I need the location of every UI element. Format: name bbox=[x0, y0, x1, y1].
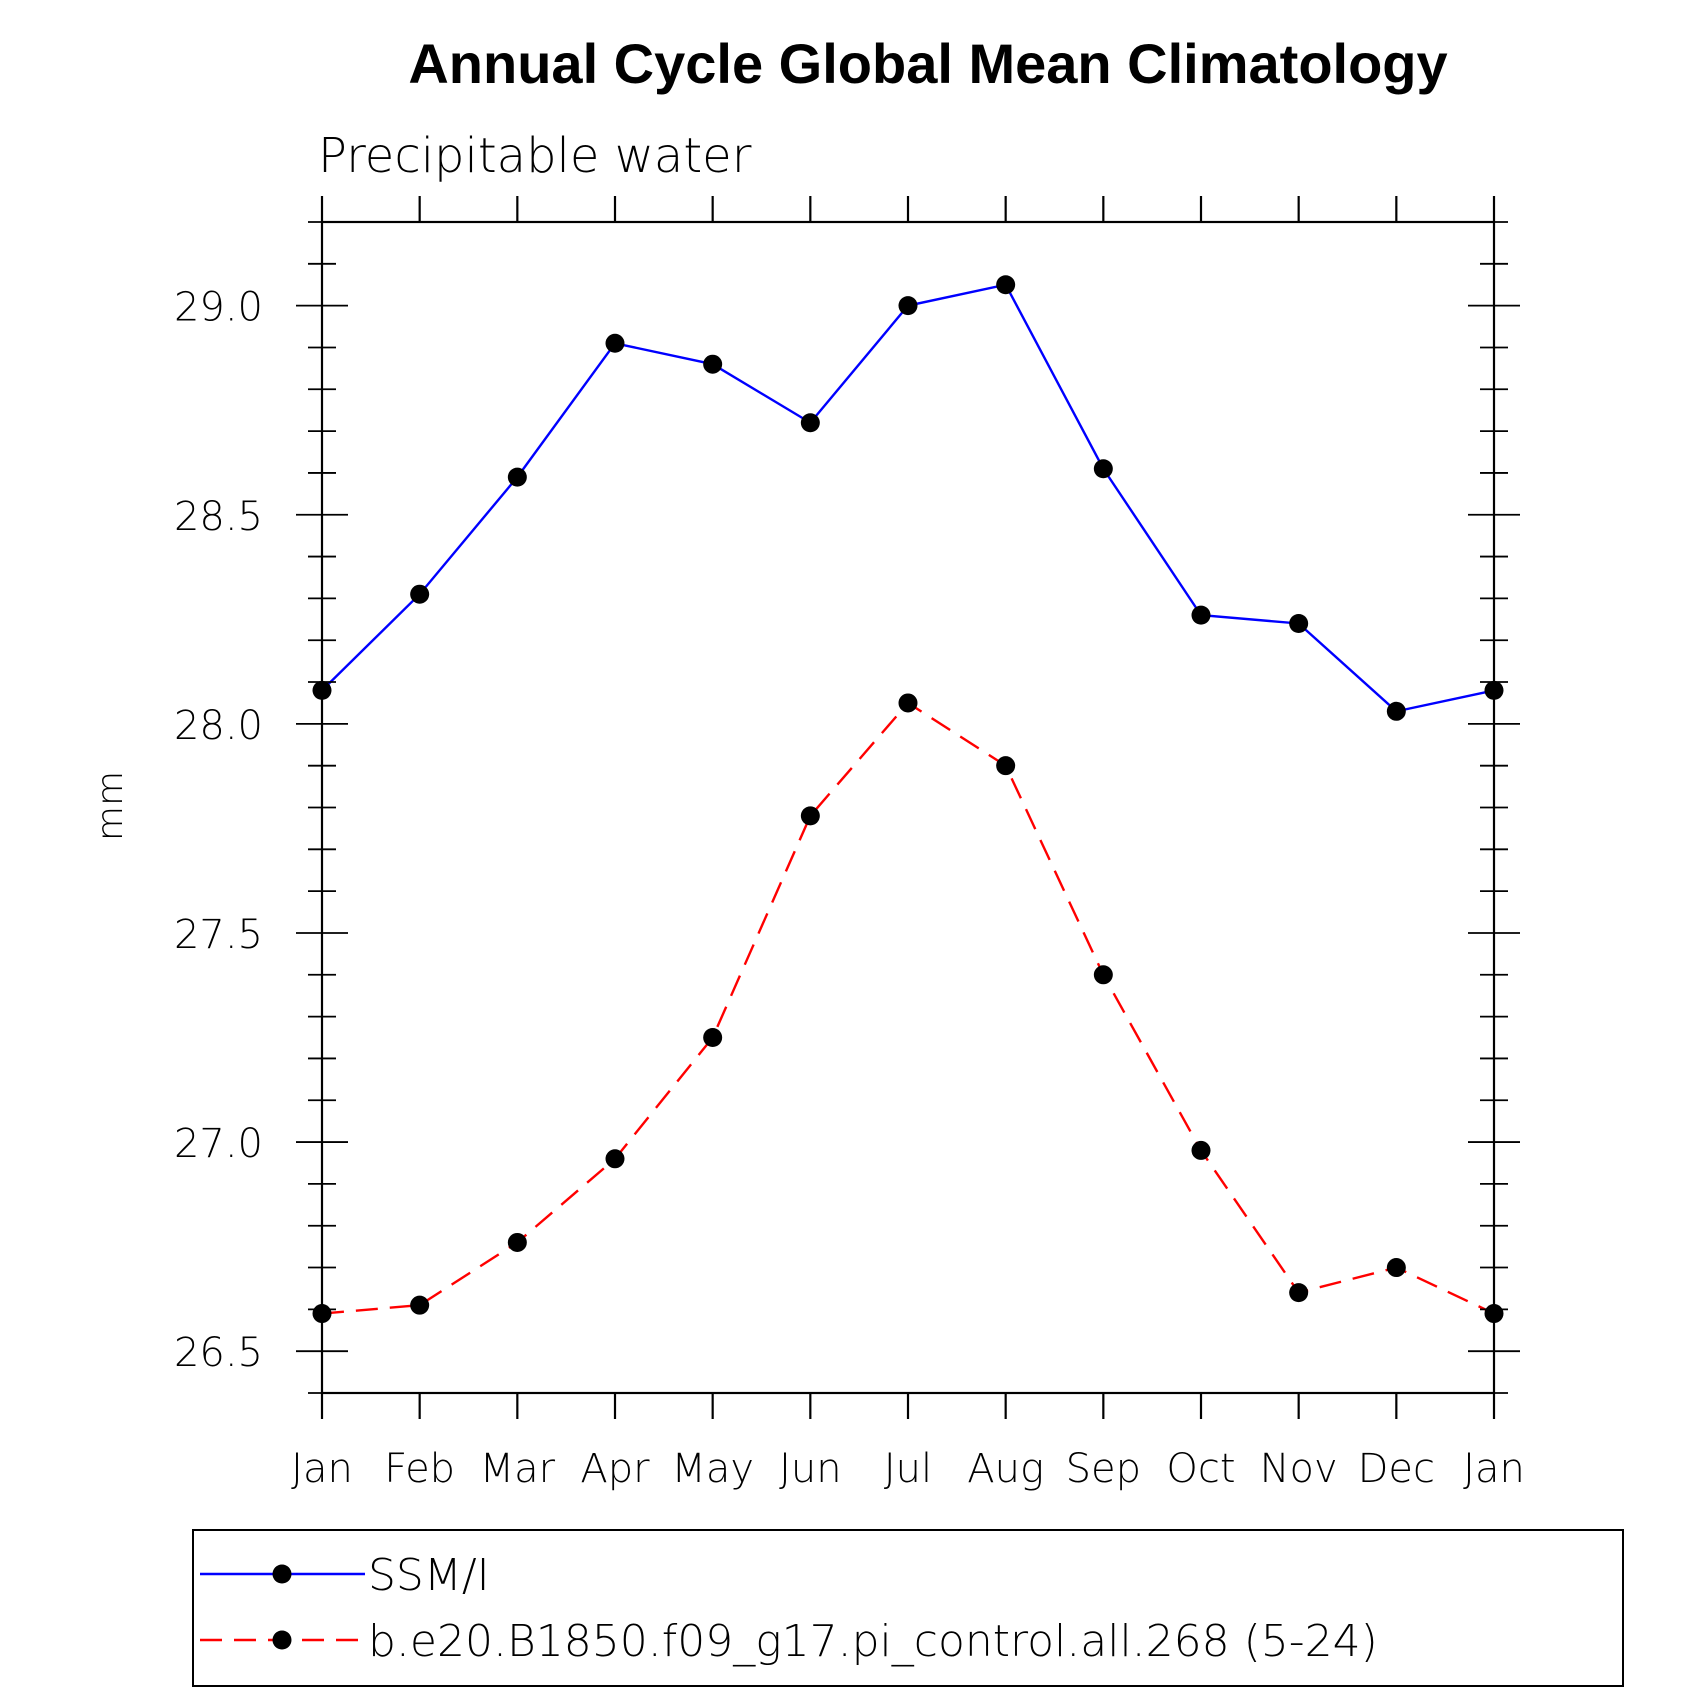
series-1-line bbox=[321, 283, 1495, 713]
x-tick-labels: Jan Feb Mar Apr May Jun Jul Aug Sep Oct Nov Dec Jan bbox=[291, 1446, 1525, 1492]
y-tick-labels: 26.5 27.0 27.5 28.0 28.5 29.0 bbox=[174, 285, 263, 1377]
series-1-point bbox=[1289, 613, 1309, 633]
legend-label-2: b.e20.B1850.f09_g17.pi_control.all.268 (… bbox=[368, 1616, 1378, 1667]
legend: SSM/I b.e20.B1850.f09_g17.pi_control.all.… bbox=[192, 1529, 1624, 1687]
series-1-point bbox=[898, 296, 918, 316]
series-1-point bbox=[1386, 701, 1406, 721]
y-tick-label: 28.5 bbox=[174, 494, 263, 540]
plot-frame bbox=[320, 220, 1496, 1395]
legend-marker-1 bbox=[272, 1564, 292, 1584]
series-2-point bbox=[1093, 965, 1113, 985]
series-2-point bbox=[410, 1295, 430, 1315]
x-tick-label: Mar bbox=[480, 1446, 556, 1492]
series-2-point bbox=[800, 806, 820, 826]
series-2-point bbox=[1191, 1140, 1211, 1160]
series-2-point bbox=[507, 1232, 527, 1252]
series-1-point bbox=[1093, 459, 1113, 479]
series-1-point bbox=[996, 275, 1016, 295]
series-1-point bbox=[410, 584, 430, 604]
x-tick-label: Jan bbox=[291, 1446, 353, 1492]
series-1-point bbox=[507, 467, 527, 487]
x-tick-label: Jun bbox=[779, 1446, 842, 1492]
x-tick-label: Oct bbox=[1166, 1446, 1235, 1492]
x-tick-label: Aug bbox=[967, 1446, 1044, 1492]
y-tick-label: 29.0 bbox=[174, 285, 263, 331]
y-tick-label: 28.0 bbox=[174, 703, 263, 749]
series-1-point bbox=[1191, 605, 1211, 625]
series-2-point bbox=[703, 1028, 723, 1048]
y-tick-label: 27.5 bbox=[174, 912, 263, 958]
y-tick-label: 27.0 bbox=[174, 1121, 263, 1167]
x-tick-label: Feb bbox=[384, 1446, 455, 1492]
y-axis-label: mm bbox=[90, 771, 131, 841]
legend-label-1: SSM/I bbox=[368, 1550, 490, 1601]
series-2-point bbox=[996, 756, 1016, 776]
y-tick-label: 26.5 bbox=[174, 1330, 263, 1376]
x-tick-label: Apr bbox=[580, 1446, 650, 1492]
x-tick-label: Jul bbox=[884, 1446, 932, 1492]
legend-box bbox=[192, 1529, 1624, 1687]
x-tick-label: Jan bbox=[1463, 1446, 1525, 1492]
x-tick-label: Nov bbox=[1260, 1446, 1338, 1492]
x-tick-label: May bbox=[671, 1446, 754, 1492]
series-1-point bbox=[605, 333, 625, 353]
x-tick-label: Dec bbox=[1358, 1446, 1435, 1492]
series-2-point bbox=[1386, 1258, 1406, 1278]
legend-marker-2 bbox=[272, 1630, 292, 1650]
series-2-point bbox=[605, 1149, 625, 1169]
axes-layer bbox=[296, 196, 1520, 1419]
series-1-point bbox=[703, 354, 723, 374]
series-2-point bbox=[1289, 1283, 1309, 1303]
x-tick-label: Sep bbox=[1066, 1446, 1141, 1492]
series-2-line bbox=[321, 701, 1495, 1315]
series-1-point bbox=[800, 413, 820, 433]
chart-title: Annual Cycle Global Mean Climatology bbox=[408, 32, 1447, 95]
series-layer bbox=[312, 275, 1504, 1324]
chart-subtitle: Precipitable water bbox=[318, 128, 752, 184]
series-2-point bbox=[898, 693, 918, 713]
